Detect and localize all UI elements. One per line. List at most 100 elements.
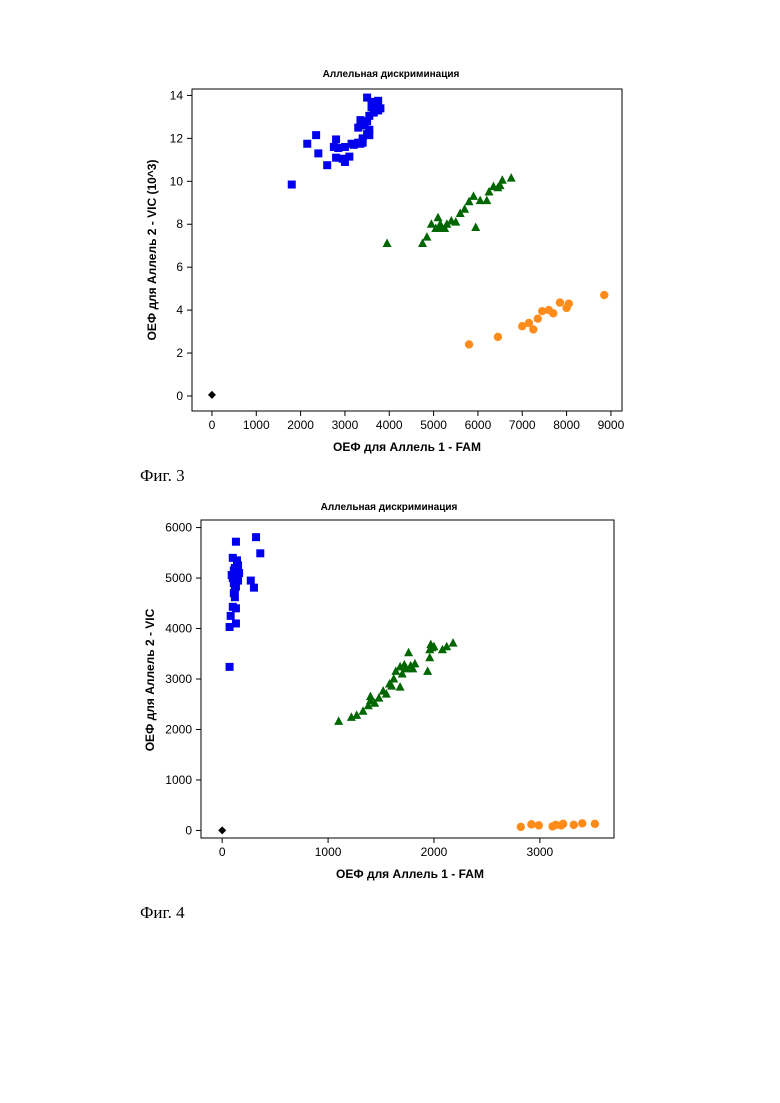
circle-marker (578, 819, 586, 827)
triangle-marker (469, 191, 478, 200)
data-points (208, 94, 609, 399)
y-tick-label: 3000 (165, 672, 192, 686)
square-marker (247, 577, 255, 585)
y-tick-label: 6000 (165, 521, 192, 535)
plot-area (201, 520, 614, 838)
square-marker (256, 549, 264, 557)
square-marker (252, 533, 260, 541)
square-marker (250, 584, 258, 592)
square-marker (359, 139, 367, 147)
circle-marker (559, 820, 567, 828)
x-axis-ticks: 0100020003000 (219, 838, 554, 859)
y-tick-label: 4000 (165, 622, 192, 636)
y-tick-label: 14 (170, 88, 184, 102)
square-marker (288, 181, 296, 189)
y-axis-label: ОЕФ для Аллель 2 - VIC (10^3) (145, 160, 159, 341)
y-axis-label: ОЕФ для Аллель 2 - VIC (143, 608, 157, 751)
triangle-marker (396, 682, 405, 691)
square-marker (232, 604, 240, 612)
square-marker (231, 593, 239, 601)
data-points (218, 533, 599, 834)
x-tick-label: 3000 (332, 418, 359, 432)
square-marker (332, 135, 340, 143)
diamond-marker (208, 391, 216, 399)
triangle-marker (434, 213, 443, 222)
square-marker (363, 94, 371, 102)
x-axis-label: ОЕФ для Аллель 1 - FAM (333, 440, 481, 454)
x-tick-label: 1000 (315, 845, 342, 859)
y-tick-label: 0 (176, 389, 183, 403)
x-tick-label: 8000 (553, 418, 580, 432)
plot-area (192, 89, 622, 411)
chart-fig4: Аллельная дискриминация 0 1000 2000 3000 0 1… (0, 490, 780, 890)
y-tick-label: 5000 (165, 571, 192, 585)
y-tick-label: 2 (176, 346, 183, 360)
square-marker (345, 153, 353, 161)
chart-title: Аллельная дискриминация (323, 69, 460, 80)
x-tick-label: 0 (219, 845, 226, 859)
y-tick-label: 2000 (165, 722, 192, 736)
triangle-marker (482, 196, 491, 205)
y-tick-label: 12 (170, 131, 184, 145)
square-marker (314, 149, 322, 157)
diamond-marker (218, 826, 226, 834)
square-marker (376, 104, 384, 112)
triangle-marker (449, 638, 458, 647)
x-tick-label: 1000 (243, 418, 270, 432)
circle-marker (535, 821, 543, 829)
y-axis-ticks: 0 1000 2000 3000 4000 5000 6000 (165, 521, 201, 838)
circle-marker (591, 820, 599, 828)
circle-marker (565, 299, 573, 307)
x-tick-label: 2000 (287, 418, 314, 432)
chart-fig3: Аллельная дискриминация 0 1000 2000 3000 400… (0, 0, 780, 470)
square-marker (234, 561, 242, 569)
circle-marker (570, 821, 578, 829)
figure-caption: Фиг. 3 (140, 466, 185, 486)
square-marker (303, 140, 311, 148)
y-tick-label: 0 (185, 823, 192, 837)
circle-marker (465, 340, 473, 348)
square-marker (374, 97, 382, 105)
circle-marker (534, 314, 542, 322)
triangle-marker (471, 222, 480, 231)
triangle-marker (460, 204, 469, 213)
x-tick-label: 5000 (420, 418, 447, 432)
triangle-marker (422, 232, 431, 241)
triangle-marker (383, 239, 392, 248)
triangle-marker (366, 692, 375, 701)
x-tick-label: 4000 (376, 418, 403, 432)
x-tick-label: 0 (209, 418, 216, 432)
circle-marker (494, 333, 502, 341)
triangle-marker (425, 653, 434, 662)
square-marker (232, 538, 240, 546)
square-marker (227, 612, 235, 620)
circle-marker (517, 823, 525, 831)
circle-marker (549, 309, 557, 317)
circle-marker (600, 291, 608, 299)
triangle-marker (423, 666, 432, 675)
square-marker (312, 131, 320, 139)
figure-caption: Фиг. 4 (140, 903, 185, 923)
y-tick-label: 1000 (165, 773, 192, 787)
triangle-marker (389, 674, 398, 683)
y-axis-ticks: 02468101214 (170, 88, 192, 403)
circle-marker (529, 325, 537, 333)
x-tick-label: 6000 (465, 418, 492, 432)
triangle-marker (334, 716, 343, 725)
triangle-marker (404, 648, 413, 657)
y-tick-label: 8 (176, 217, 183, 231)
chart-title: Аллельная дискриминация (321, 502, 458, 513)
y-tick-label: 6 (176, 260, 183, 274)
y-tick-label: 10 (170, 174, 184, 188)
x-axis-ticks: 0 1000 2000 3000 4000 5000 6000 7000 8000 9000 (209, 411, 625, 432)
x-tick-label: 7000 (509, 418, 536, 432)
circle-marker (527, 820, 535, 828)
x-tick-label: 2000 (421, 845, 448, 859)
square-marker (365, 131, 373, 139)
x-axis-label: ОЕФ для Аллель 1 - FAM (336, 867, 484, 881)
square-marker (232, 619, 240, 627)
square-marker (226, 663, 234, 671)
square-marker (234, 577, 242, 585)
square-marker (323, 161, 331, 169)
x-tick-label: 9000 (598, 418, 625, 432)
